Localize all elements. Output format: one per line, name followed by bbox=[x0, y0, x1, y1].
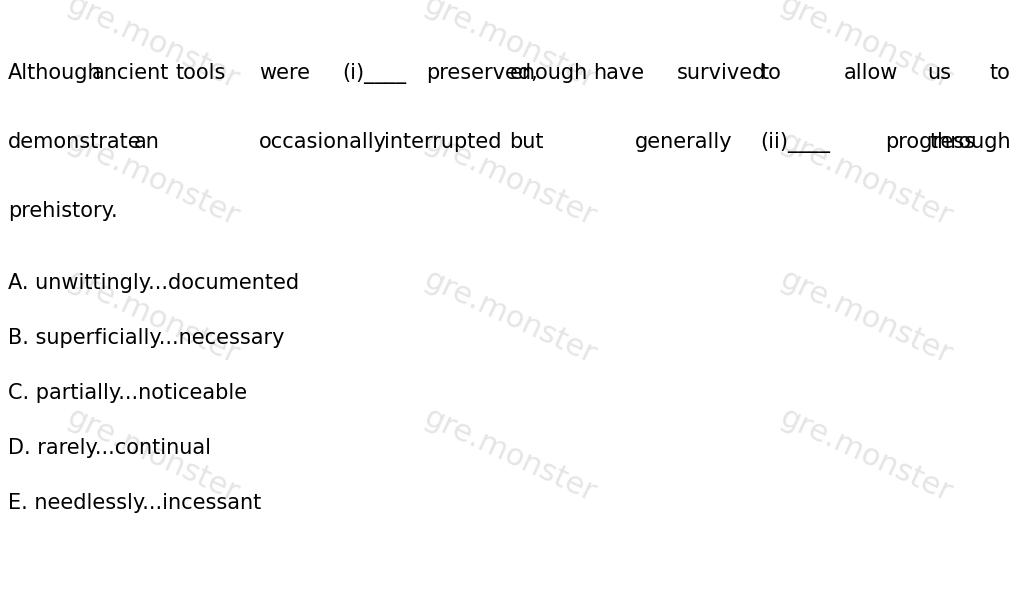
Text: tools: tools bbox=[175, 63, 225, 83]
Text: gre.monster: gre.monster bbox=[62, 0, 244, 95]
Text: gre.monster: gre.monster bbox=[775, 127, 957, 232]
Text: gre.monster: gre.monster bbox=[62, 127, 244, 232]
Text: enough: enough bbox=[510, 63, 588, 83]
Text: survived: survived bbox=[677, 63, 766, 83]
Text: ancient: ancient bbox=[92, 63, 169, 83]
Text: A. unwittingly...documented: A. unwittingly...documented bbox=[8, 273, 300, 292]
Text: gre.monster: gre.monster bbox=[775, 265, 957, 370]
Text: gre.monster: gre.monster bbox=[775, 403, 957, 508]
Text: gre.monster: gre.monster bbox=[419, 127, 600, 232]
Text: progress: progress bbox=[886, 132, 975, 152]
Text: through: through bbox=[929, 132, 1011, 152]
Text: gre.monster: gre.monster bbox=[775, 0, 957, 95]
Text: (i)____: (i)____ bbox=[342, 63, 407, 84]
Text: (ii)____: (ii)____ bbox=[760, 132, 830, 153]
Text: gre.monster: gre.monster bbox=[62, 403, 244, 508]
Text: were: were bbox=[259, 63, 310, 83]
Text: have: have bbox=[593, 63, 644, 83]
Text: Although: Although bbox=[8, 63, 102, 83]
Text: C. partially...noticeable: C. partially...noticeable bbox=[8, 383, 248, 403]
Text: an: an bbox=[133, 132, 159, 152]
Text: gre.monster: gre.monster bbox=[419, 265, 600, 370]
Text: demonstrate: demonstrate bbox=[8, 132, 142, 152]
Text: generally: generally bbox=[635, 132, 733, 152]
Text: to: to bbox=[990, 63, 1011, 83]
Text: allow: allow bbox=[844, 63, 898, 83]
Text: prehistory.: prehistory. bbox=[8, 201, 118, 220]
Text: preserved,: preserved, bbox=[426, 63, 538, 83]
Text: to: to bbox=[760, 63, 781, 83]
Text: D. rarely...continual: D. rarely...continual bbox=[8, 438, 211, 458]
Text: interrupted: interrupted bbox=[384, 132, 501, 152]
Text: E. needlessly...incessant: E. needlessly...incessant bbox=[8, 493, 262, 513]
Text: occasionally: occasionally bbox=[259, 132, 387, 152]
Text: gre.monster: gre.monster bbox=[419, 0, 600, 95]
Text: us: us bbox=[927, 63, 952, 83]
Text: gre.monster: gre.monster bbox=[62, 265, 244, 370]
Text: gre.monster: gre.monster bbox=[419, 403, 600, 508]
Text: but: but bbox=[510, 132, 544, 152]
Text: B. superficially...necessary: B. superficially...necessary bbox=[8, 328, 284, 347]
